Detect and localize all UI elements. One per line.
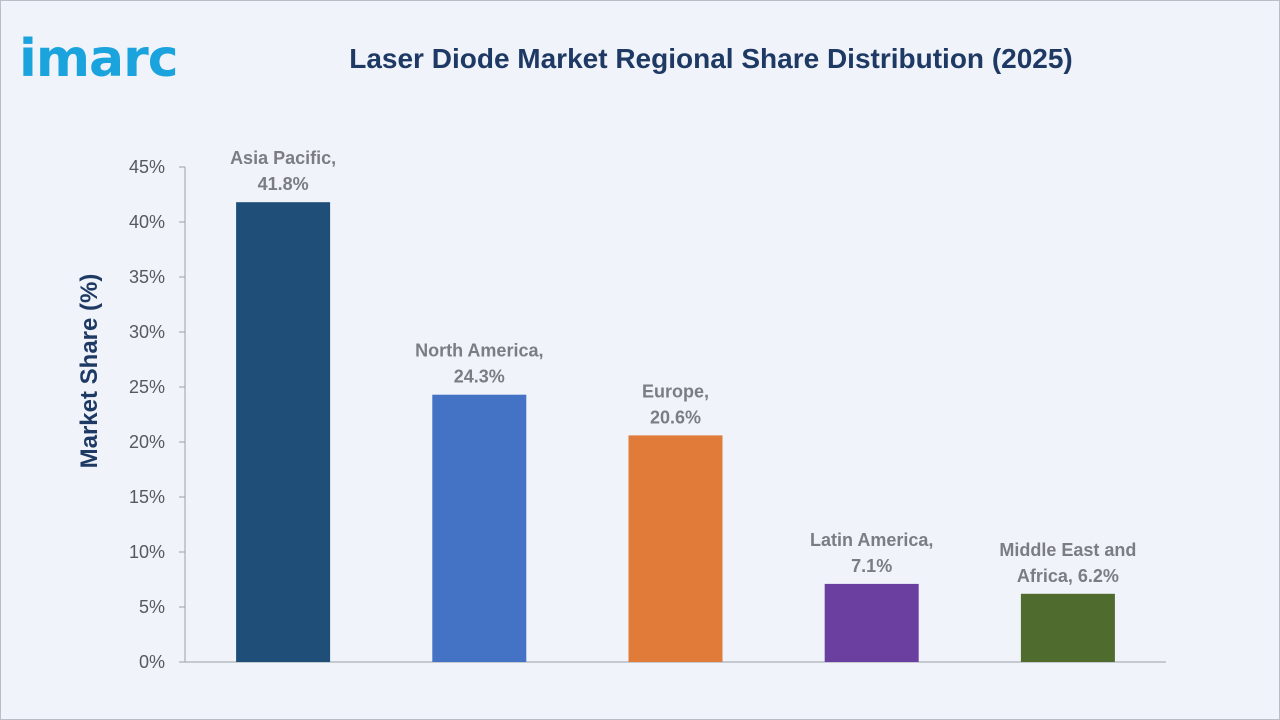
y-tick-label: 35% [129, 267, 165, 287]
bar-europe [628, 435, 723, 662]
chart-title: Laser Diode Market Regional Share Distri… [349, 43, 1073, 74]
imarc-logo: imarc [19, 29, 179, 89]
y-tick-label: 0% [139, 652, 165, 672]
data-label: Latin America, [810, 530, 933, 550]
y-tick-label: 15% [129, 487, 165, 507]
data-label: Europe, [642, 381, 709, 401]
bar-latin-america [824, 583, 919, 662]
data-label: Africa, 6.2% [1017, 566, 1119, 586]
data-label: North America, [415, 341, 543, 361]
bar-asia-pacific [236, 202, 331, 662]
data-label: 41.8% [258, 174, 309, 194]
data-label: 24.3% [454, 367, 505, 387]
bar-middle-east-and-africa [1020, 593, 1115, 662]
y-tick-label: 5% [139, 597, 165, 617]
y-tick-label: 10% [129, 542, 165, 562]
data-label: 7.1% [851, 556, 892, 576]
data-label: 20.6% [650, 407, 701, 427]
data-label: Asia Pacific, [230, 148, 336, 168]
y-tick-label: 25% [129, 377, 165, 397]
y-tick-label: 30% [129, 322, 165, 342]
y-tick-label: 45% [129, 157, 165, 177]
y-tick-label: 20% [129, 432, 165, 452]
bar-north-america [432, 394, 527, 662]
y-tick-label: 40% [129, 212, 165, 232]
data-label: Middle East and [999, 540, 1136, 560]
